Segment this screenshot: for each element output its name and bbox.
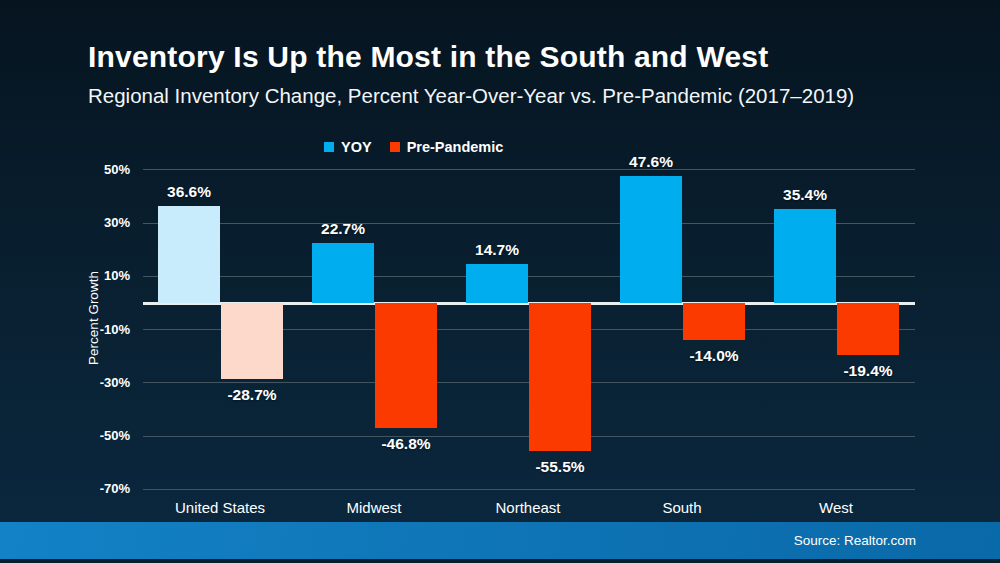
pre-pandemic-swatch-icon bbox=[390, 142, 400, 152]
x-axis-label-west: West bbox=[819, 499, 853, 516]
bar-united-states-pre-pandemic bbox=[221, 303, 283, 379]
x-axis-label-northeast: Northeast bbox=[495, 499, 560, 516]
bar-south-pre-pandemic bbox=[683, 303, 745, 340]
x-axis-label-midwest: Midwest bbox=[346, 499, 401, 516]
data-label-west-pre-pandemic: -19.4% bbox=[843, 362, 892, 380]
bar-west-pre-pandemic bbox=[837, 303, 899, 355]
y-tick-label-30: 30% bbox=[70, 215, 130, 230]
slide-background: Inventory Is Up the Most in the South an… bbox=[0, 0, 1000, 563]
bar-northeast-yoy bbox=[466, 264, 528, 303]
bar-midwest-yoy bbox=[312, 243, 374, 303]
y-tick-label-50: 50% bbox=[70, 162, 130, 177]
bar-united-states-yoy bbox=[158, 206, 220, 303]
y-tick-label--50: -50% bbox=[70, 428, 130, 443]
data-label-midwest-yoy: 22.7% bbox=[321, 220, 365, 238]
legend-item-yoy: YOY bbox=[324, 139, 372, 155]
bar-midwest-pre-pandemic bbox=[375, 303, 437, 428]
y-tick-label--30: -30% bbox=[70, 375, 130, 390]
legend-label-yoy: YOY bbox=[341, 139, 372, 155]
legend-item-pre-pandemic: Pre-Pandemic bbox=[390, 139, 504, 155]
data-label-northeast-pre-pandemic: -55.5% bbox=[535, 458, 584, 476]
legend: YOY Pre-Pandemic bbox=[324, 139, 503, 155]
data-label-united-states-yoy: 36.6% bbox=[167, 183, 211, 201]
gridline--70 bbox=[143, 489, 915, 490]
data-label-south-yoy: 47.6% bbox=[629, 153, 673, 171]
source-text: Source: Realtor.com bbox=[794, 533, 916, 548]
bar-south-yoy bbox=[620, 176, 682, 303]
chart-title: Inventory Is Up the Most in the South an… bbox=[88, 40, 768, 74]
data-label-united-states-pre-pandemic: -28.7% bbox=[227, 386, 276, 404]
y-tick-label--10: -10% bbox=[70, 322, 130, 337]
bar-west-yoy bbox=[774, 209, 836, 303]
gridline-50 bbox=[143, 169, 915, 170]
data-label-south-pre-pandemic: -14.0% bbox=[689, 347, 738, 365]
legend-label-pre-pandemic: Pre-Pandemic bbox=[407, 139, 504, 155]
y-axis-title: Percent Growth bbox=[86, 271, 101, 365]
x-axis-label-united-states: United States bbox=[175, 499, 265, 516]
data-label-northeast-yoy: 14.7% bbox=[475, 241, 519, 259]
chart-subtitle: Regional Inventory Change, Percent Year-… bbox=[88, 84, 854, 108]
bottom-strip-divider bbox=[0, 559, 1000, 563]
x-axis-label-south: South bbox=[662, 499, 701, 516]
yoy-swatch-icon bbox=[324, 142, 334, 152]
bar-northeast-pre-pandemic bbox=[529, 303, 591, 451]
y-tick-label-10: 10% bbox=[70, 268, 130, 283]
y-tick-label--70: -70% bbox=[70, 481, 130, 496]
data-label-midwest-pre-pandemic: -46.8% bbox=[381, 435, 430, 453]
data-label-west-yoy: 35.4% bbox=[783, 186, 827, 204]
